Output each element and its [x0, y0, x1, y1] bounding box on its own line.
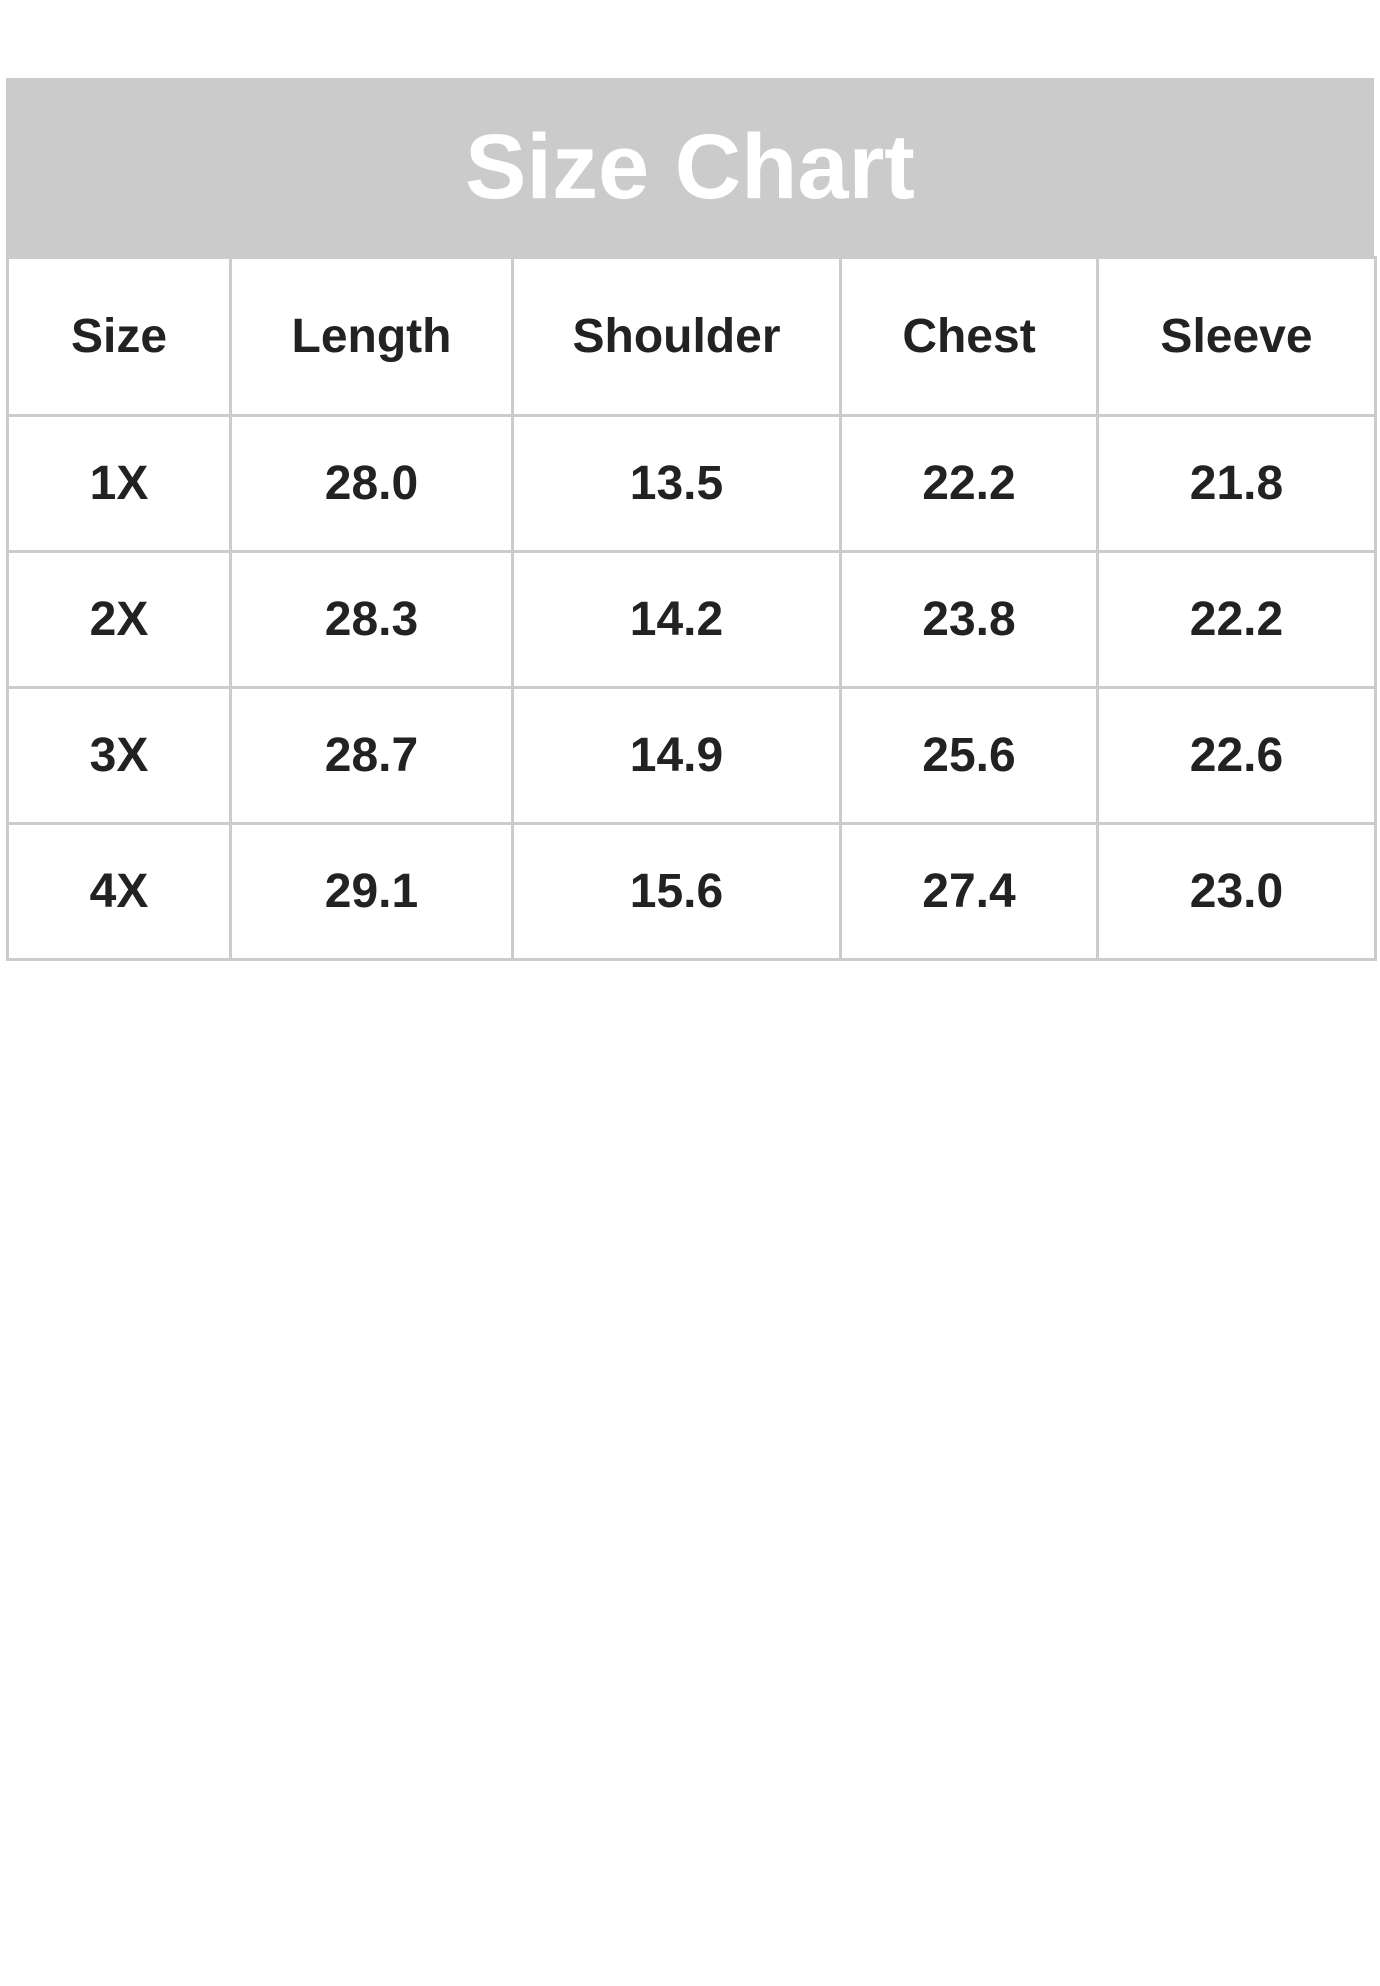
cell-size: 4X — [6, 822, 232, 961]
cell-shoulder: 13.5 — [511, 414, 842, 553]
cell-chest: 23.8 — [839, 550, 1099, 689]
cell-sleeve: 21.8 — [1096, 414, 1377, 553]
title-band: Size Chart — [6, 78, 1374, 257]
cell-sleeve: 22.2 — [1096, 550, 1377, 689]
cell-chest: 27.4 — [839, 822, 1099, 961]
column-header-sleeve: Sleeve — [1096, 256, 1377, 417]
column-header-length: Length — [229, 256, 514, 417]
table-row: 1X 28.0 13.5 22.2 21.8 — [6, 414, 1377, 553]
cell-size: 1X — [6, 414, 232, 553]
cell-size: 3X — [6, 686, 232, 825]
page-title: Size Chart — [465, 116, 915, 218]
cell-size: 2X — [6, 550, 232, 689]
column-header-size: Size — [6, 256, 232, 417]
table-row: 4X 29.1 15.6 27.4 23.0 — [6, 822, 1377, 961]
column-header-chest: Chest — [839, 256, 1099, 417]
size-table: Size Length Shoulder Chest Sleeve 1X 28.0… — [6, 256, 1377, 961]
cell-length: 28.0 — [229, 414, 514, 553]
column-header-shoulder: Shoulder — [511, 256, 842, 417]
cell-sleeve: 23.0 — [1096, 822, 1377, 961]
header-row: Size Length Shoulder Chest Sleeve — [6, 256, 1377, 417]
cell-length: 28.3 — [229, 550, 514, 689]
cell-length: 28.7 — [229, 686, 514, 825]
cell-shoulder: 14.9 — [511, 686, 842, 825]
table-row: 3X 28.7 14.9 25.6 22.6 — [6, 686, 1377, 825]
table-row: 2X 28.3 14.2 23.8 22.2 — [6, 550, 1377, 689]
cell-length: 29.1 — [229, 822, 514, 961]
cell-chest: 22.2 — [839, 414, 1099, 553]
cell-shoulder: 14.2 — [511, 550, 842, 689]
cell-chest: 25.6 — [839, 686, 1099, 825]
cell-sleeve: 22.6 — [1096, 686, 1377, 825]
cell-shoulder: 15.6 — [511, 822, 842, 961]
